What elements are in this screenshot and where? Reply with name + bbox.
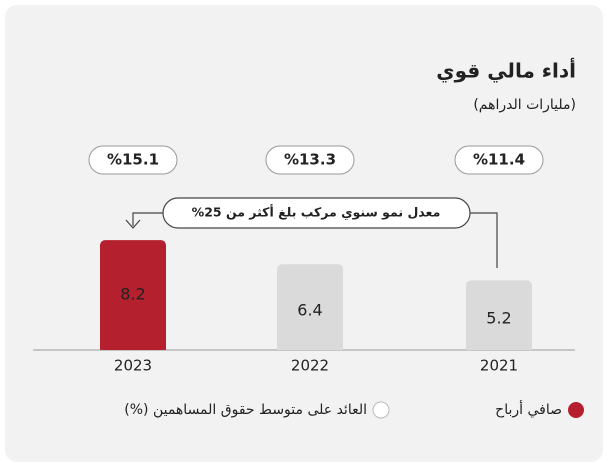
roe-label: %11.4 (473, 151, 525, 169)
legend-label: العائد على متوسط حقوق المساهمين (%) (124, 402, 367, 418)
value-label: 8.2 (120, 285, 145, 304)
x-tick-label: 2022 (291, 357, 329, 375)
roe-pill (454, 145, 544, 175)
chart-title: أداء مالي قوي (436, 57, 576, 84)
legend-label: صافي أرباح (495, 400, 562, 418)
bar (466, 280, 532, 350)
connector (132, 212, 498, 268)
bar (277, 264, 343, 350)
bar-foot (466, 344, 532, 350)
x-tick-label: 2021 (480, 357, 518, 375)
bar-foot (277, 344, 343, 350)
chart-subtitle: (مليارات الدراهم) (473, 97, 576, 113)
bar (100, 240, 166, 350)
arrow-head (125, 219, 141, 229)
value-label: 6.4 (297, 301, 322, 320)
x-tick-label: 2023 (114, 357, 152, 375)
roe-pill (88, 145, 178, 175)
roe-label: %15.1 (107, 151, 159, 169)
legend-swatch (568, 402, 584, 418)
annotation: معدل نمو سنوي مركب بلغ أكثر من 25% (192, 204, 441, 220)
value-label: 5.2 (486, 309, 511, 328)
roe-pill (265, 145, 355, 175)
roe-label: %13.3 (284, 151, 336, 169)
annotation-box (162, 197, 471, 229)
legend-swatch (372, 401, 390, 419)
bar-foot (100, 344, 166, 350)
